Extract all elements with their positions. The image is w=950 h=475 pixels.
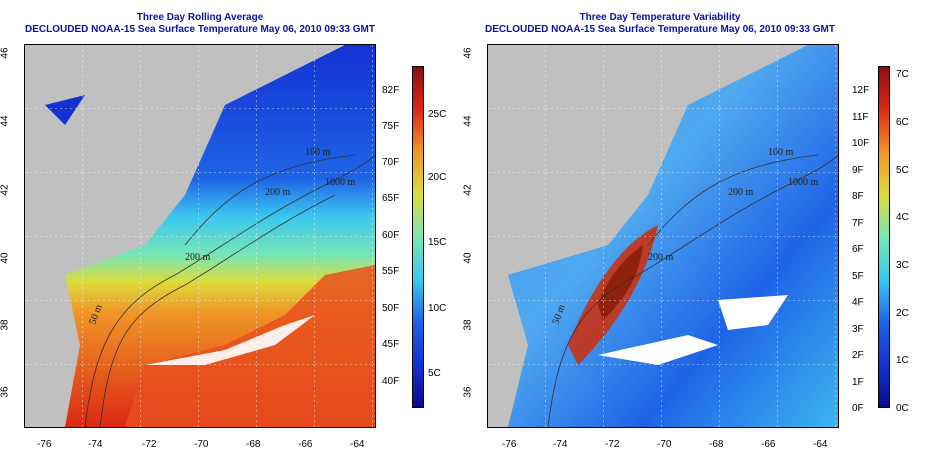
left-f-82: 82F — [382, 85, 400, 96]
right-f-5: 5F — [852, 271, 864, 282]
left-colorbar — [412, 66, 424, 408]
right-f-8: 8F — [852, 191, 864, 202]
left-f-40: 40F — [382, 376, 400, 387]
right-f-6: 6F — [852, 244, 864, 255]
lat-tick-40: 40 — [0, 252, 11, 264]
lon-tick-66: -66 — [298, 439, 313, 450]
right-lon-tick-68: -68 — [709, 439, 724, 450]
right-f-7: 7F — [852, 218, 864, 229]
contour-label-200m: 200 m — [185, 252, 211, 263]
right-subtitle: DECLOUDED NOAA-15 Sea Surface Temperatur… — [485, 24, 835, 35]
right-f-1: 1F — [852, 377, 864, 388]
left-f-70: 70F — [382, 157, 400, 168]
lat-tick-42: 42 — [0, 184, 11, 196]
lon-tick-64: -64 — [350, 439, 365, 450]
right-f-4: 4F — [852, 297, 864, 308]
left-map: 50 m 200 m 100 m 1000 m 200 m — [24, 44, 376, 428]
contour-label-100m-right: 100 m — [768, 147, 794, 158]
left-c-10: 10C — [428, 303, 447, 314]
right-lon-tick-64: -64 — [813, 439, 828, 450]
left-f-60: 60F — [382, 230, 400, 241]
right-c-3: 3C — [896, 260, 909, 271]
right-lat-tick-38: 38 — [462, 319, 474, 331]
right-lat-tick-36: 36 — [462, 386, 474, 398]
lat-tick-44: 44 — [0, 115, 11, 127]
right-c-0: 0C — [896, 403, 909, 414]
right-colorbar — [878, 66, 890, 408]
lon-tick-72: -72 — [142, 439, 157, 450]
contour-label-200m-right: 200 m — [648, 252, 674, 263]
right-lon-tick-66: -66 — [761, 439, 776, 450]
right-f-2: 2F — [852, 350, 864, 361]
right-f-9: 9F — [852, 165, 864, 176]
left-title: Three Day Rolling Average — [136, 12, 264, 23]
contour-label-200m-b: 200 m — [265, 187, 291, 198]
right-c-4: 4C — [896, 212, 909, 223]
right-lat-tick-44: 44 — [462, 115, 474, 127]
left-c-15: 15C — [428, 237, 447, 248]
right-lon-tick-72: -72 — [605, 439, 620, 450]
right-c-2: 2C — [896, 308, 909, 319]
lon-tick-70: -70 — [194, 439, 209, 450]
right-f-0: 0F — [852, 403, 864, 414]
contour-label-100m: 100 m — [305, 147, 331, 158]
right-map: 50 m 200 m 100 m 1000 m 200 m — [487, 44, 839, 428]
contour-label-1000m-right: 1000 m — [788, 177, 819, 188]
left-f-55: 55F — [382, 266, 400, 277]
left-f-75: 75F — [382, 121, 400, 132]
right-c-5: 5C — [896, 165, 909, 176]
right-lon-tick-76: -76 — [502, 439, 517, 450]
left-c-5: 5C — [428, 368, 441, 379]
contour-label-1000m: 1000 m — [325, 177, 356, 188]
right-lon-tick-70: -70 — [657, 439, 672, 450]
right-c-7: 7C — [896, 69, 909, 80]
lon-tick-68: -68 — [246, 439, 261, 450]
left-c-25: 25C — [428, 109, 447, 120]
right-lat-tick-42: 42 — [462, 184, 474, 196]
right-title: Three Day Temperature Variability — [579, 12, 741, 23]
right-f-11: 11F — [852, 112, 869, 123]
left-f-65: 65F — [382, 193, 400, 204]
left-subtitle: DECLOUDED NOAA-15 Sea Surface Temperatur… — [25, 24, 375, 35]
right-f-12: 12F — [852, 85, 870, 96]
right-lat-tick-46: 46 — [462, 47, 474, 59]
right-lon-tick-74: -74 — [553, 439, 568, 450]
right-f-10: 10F — [852, 138, 870, 149]
right-f-3: 3F — [852, 324, 864, 335]
left-c-20: 20C — [428, 172, 447, 183]
lat-tick-46: 46 — [0, 47, 11, 59]
lon-tick-76: -76 — [37, 439, 52, 450]
right-c-1: 1C — [896, 355, 909, 366]
right-lat-tick-40: 40 — [462, 252, 474, 264]
lon-tick-74: -74 — [88, 439, 103, 450]
left-f-45: 45F — [382, 339, 400, 350]
lat-tick-36: 36 — [0, 386, 11, 398]
lat-tick-38: 38 — [0, 319, 11, 331]
right-c-6: 6C — [896, 117, 909, 128]
left-f-50: 50F — [382, 303, 400, 314]
contour-label-200m-b-right: 200 m — [728, 187, 754, 198]
